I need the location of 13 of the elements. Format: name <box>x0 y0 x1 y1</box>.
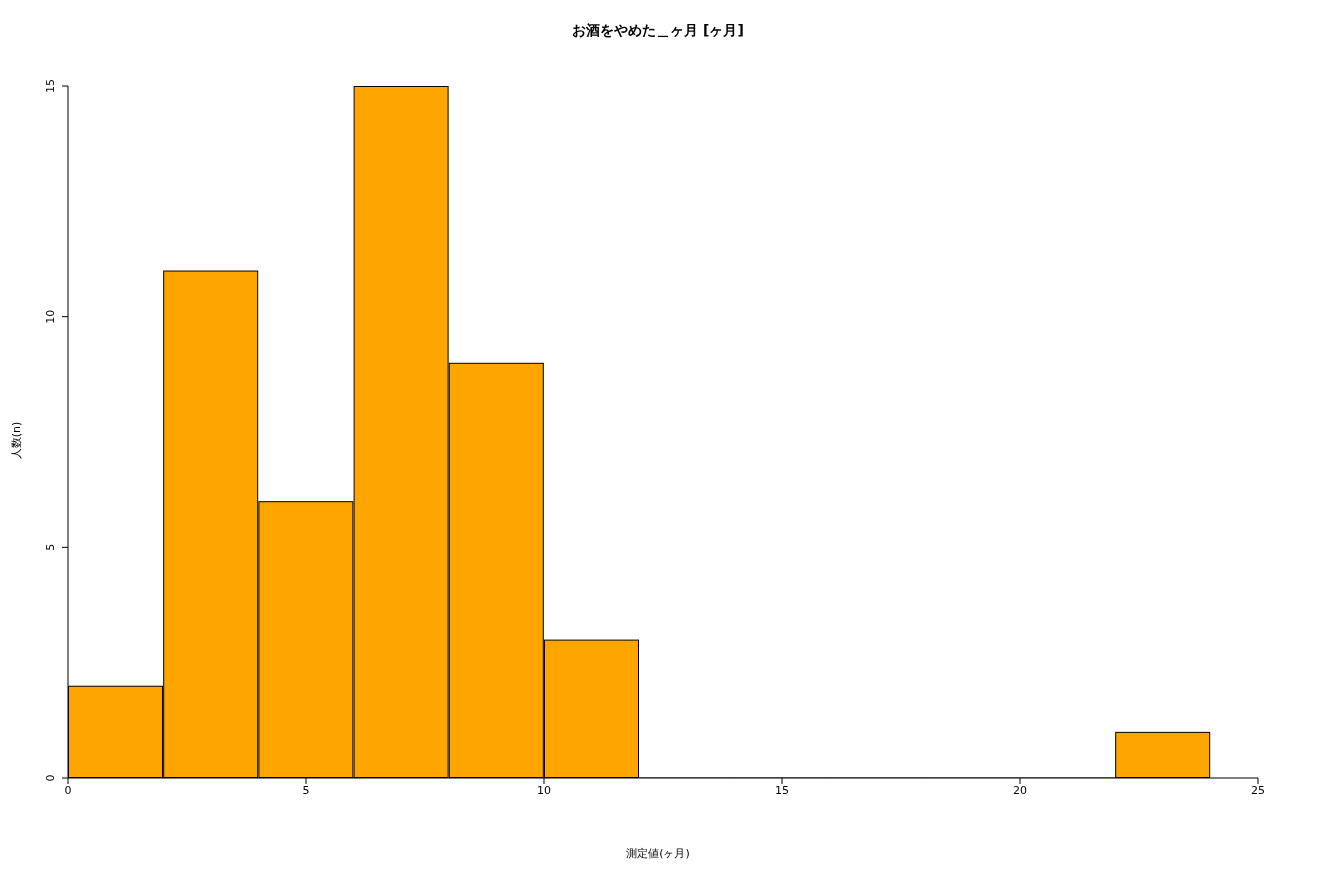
y-tick-label: 0 <box>44 774 57 782</box>
x-tick-label: 25 <box>1251 783 1265 797</box>
x-axis-title: 測定値(ヶ月) <box>625 846 691 861</box>
y-tick-label: 15 <box>44 79 57 93</box>
x-tick-label: 0 <box>64 783 72 797</box>
chart-title: お酒をやめた＿ヶ月 [ヶ月] <box>571 22 745 40</box>
x-tick-label: 15 <box>775 783 789 797</box>
x-tick-label: 5 <box>302 783 310 797</box>
y-tick-label: 5 <box>44 543 57 551</box>
x-tick-label: 20 <box>1013 783 1027 797</box>
y-axis-title: 人数(n) <box>8 420 24 462</box>
y-tick-label: 10 <box>44 309 57 324</box>
x-tick-label: 10 <box>537 783 551 797</box>
